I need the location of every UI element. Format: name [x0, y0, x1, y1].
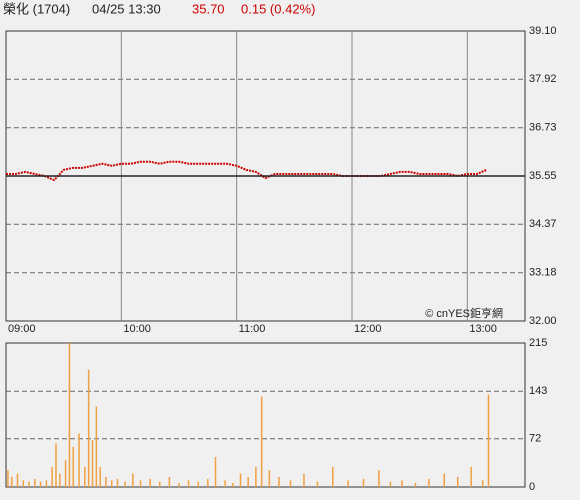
y-tick-label: 34.37 — [529, 218, 557, 230]
volume-bar — [232, 482, 234, 487]
price-line — [6, 160, 487, 182]
volume-bar — [139, 480, 142, 487]
x-tick-label: 10:00 — [123, 323, 151, 335]
y-tick-label: 36.73 — [529, 122, 557, 134]
volume-bar — [456, 476, 459, 487]
watermark: © cnYES鉅亨網 — [425, 306, 503, 320]
volume-bar — [481, 480, 484, 487]
volume-bar — [239, 473, 242, 487]
volume-bar — [7, 470, 9, 487]
price-change: 0.15 (0.42%) — [241, 1, 315, 16]
volume-bar — [168, 476, 171, 487]
y-tick-label: 72 — [529, 433, 541, 445]
volume-bar — [99, 466, 101, 487]
volume-bar — [316, 481, 319, 487]
y-tick-label: 0 — [529, 481, 535, 493]
volume-bar — [84, 466, 86, 487]
volume-bar — [289, 480, 292, 487]
volume-panel — [5, 342, 526, 488]
volume-bar — [378, 470, 380, 487]
volume-bar — [255, 466, 257, 487]
volume-bar — [87, 369, 90, 487]
volume-bar — [116, 478, 119, 487]
volume-bar — [260, 396, 263, 487]
y-tick-label: 215 — [529, 337, 547, 349]
volume-bar — [487, 394, 490, 487]
x-tick-label: 12:00 — [354, 323, 382, 335]
volume-bar — [11, 476, 13, 487]
volume-bar — [110, 480, 113, 487]
volume-bar — [224, 480, 226, 487]
volume-bar — [214, 456, 217, 487]
volume-bar — [149, 478, 151, 487]
last-price: 35.70 — [192, 1, 225, 16]
volume-bar — [178, 482, 180, 487]
volume-bar — [34, 478, 36, 487]
y-tick-label: 33.18 — [529, 267, 557, 279]
volume-bar — [105, 476, 107, 487]
x-tick-label: 13:00 — [469, 323, 497, 335]
volume-bar — [91, 440, 94, 487]
volume-bar — [124, 481, 126, 487]
y-tick-label: 143 — [529, 385, 547, 397]
volume-bar — [22, 480, 25, 487]
volume-bar — [197, 481, 199, 487]
volume-bar — [16, 473, 19, 487]
y-tick-label: 39.10 — [529, 25, 557, 37]
y-tick-label: 37.92 — [529, 73, 557, 85]
volume-bar — [59, 473, 61, 487]
x-tick-label: 11:00 — [239, 323, 266, 335]
volume-bar — [401, 480, 403, 487]
volume-bar — [132, 473, 134, 487]
volume-bar — [78, 433, 80, 487]
volume-bar — [278, 476, 280, 487]
volume-bar — [64, 460, 67, 487]
x-tick-label: 09:00 — [8, 323, 36, 335]
volume-bar — [68, 343, 71, 487]
volume-bar — [332, 466, 334, 487]
quote-time: 04/25 13:30 — [92, 1, 161, 16]
volume-bar — [443, 473, 446, 487]
volume-bar — [362, 478, 365, 487]
y-tick-label: 35.55 — [529, 170, 557, 182]
volume-bar — [347, 480, 349, 487]
volume-bar — [389, 481, 392, 487]
volume-bar — [39, 481, 42, 487]
volume-bar — [414, 482, 417, 487]
volume-bar — [207, 478, 209, 487]
volume-bar — [55, 443, 57, 487]
volume-bar — [159, 481, 161, 487]
volume-bar — [268, 470, 271, 487]
stock-name: 榮化 (1704) — [3, 1, 70, 16]
volume-bar — [28, 481, 30, 487]
volume-bar — [51, 466, 53, 487]
volume-bar — [187, 480, 190, 487]
volume-bar — [428, 478, 430, 487]
volume-bar — [95, 406, 98, 487]
volume-bar — [470, 466, 472, 487]
volume-bar — [72, 446, 75, 487]
y-tick-label: 32.00 — [529, 315, 557, 327]
volume-bar — [247, 476, 249, 487]
volume-bar — [303, 473, 305, 487]
volume-bar — [45, 480, 48, 487]
